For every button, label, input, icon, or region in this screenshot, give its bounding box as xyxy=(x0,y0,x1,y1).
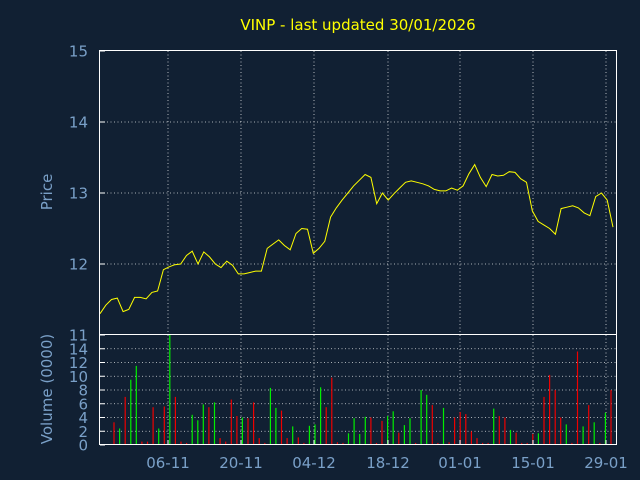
x-tick-label: 18-12 xyxy=(366,454,410,472)
volume-tick-label: 14 xyxy=(69,340,88,358)
volume-bars xyxy=(113,335,612,445)
price-axis-label: Price xyxy=(38,174,56,211)
price-tick-label: 13 xyxy=(69,185,88,203)
volume-tick-label: 4 xyxy=(78,409,88,427)
volume-axis-label: Volume (0000) xyxy=(38,334,56,444)
date-ticks: 06-11 20-11 04-12 18-12 01-01 15-01 29-01 xyxy=(146,440,628,472)
price-line xyxy=(99,163,614,314)
volume-tick-label: 0 xyxy=(78,437,88,455)
volume-tick-label: 2 xyxy=(78,423,88,441)
price-grid xyxy=(100,51,616,335)
price-panel-frame xyxy=(99,50,617,335)
price-ticks: 11 12 13 14 15 xyxy=(69,43,105,345)
volume-panel-frame xyxy=(99,334,617,445)
price-tick-label: 14 xyxy=(69,114,88,132)
volume-tick-label: 10 xyxy=(69,368,88,386)
price-tick-label: 12 xyxy=(69,256,88,274)
x-tick-label: 01-01 xyxy=(438,454,482,472)
x-tick-label: 29-01 xyxy=(584,454,628,472)
x-tick-label: 06-11 xyxy=(146,454,190,472)
volume-tick-label: 12 xyxy=(69,354,88,372)
x-tick-label: 15-01 xyxy=(511,454,555,472)
x-tick-label: 04-12 xyxy=(292,454,336,472)
volume-tick-label: 6 xyxy=(78,395,88,413)
x-tick-label: 20-11 xyxy=(219,454,263,472)
volume-grid xyxy=(100,335,616,445)
price-tick-label: 15 xyxy=(69,43,88,61)
chart-title: VINP - last updated 30/01/2026 xyxy=(240,16,475,34)
price-tick-label: 11 xyxy=(69,327,88,345)
volume-tick-label: 8 xyxy=(78,382,88,400)
